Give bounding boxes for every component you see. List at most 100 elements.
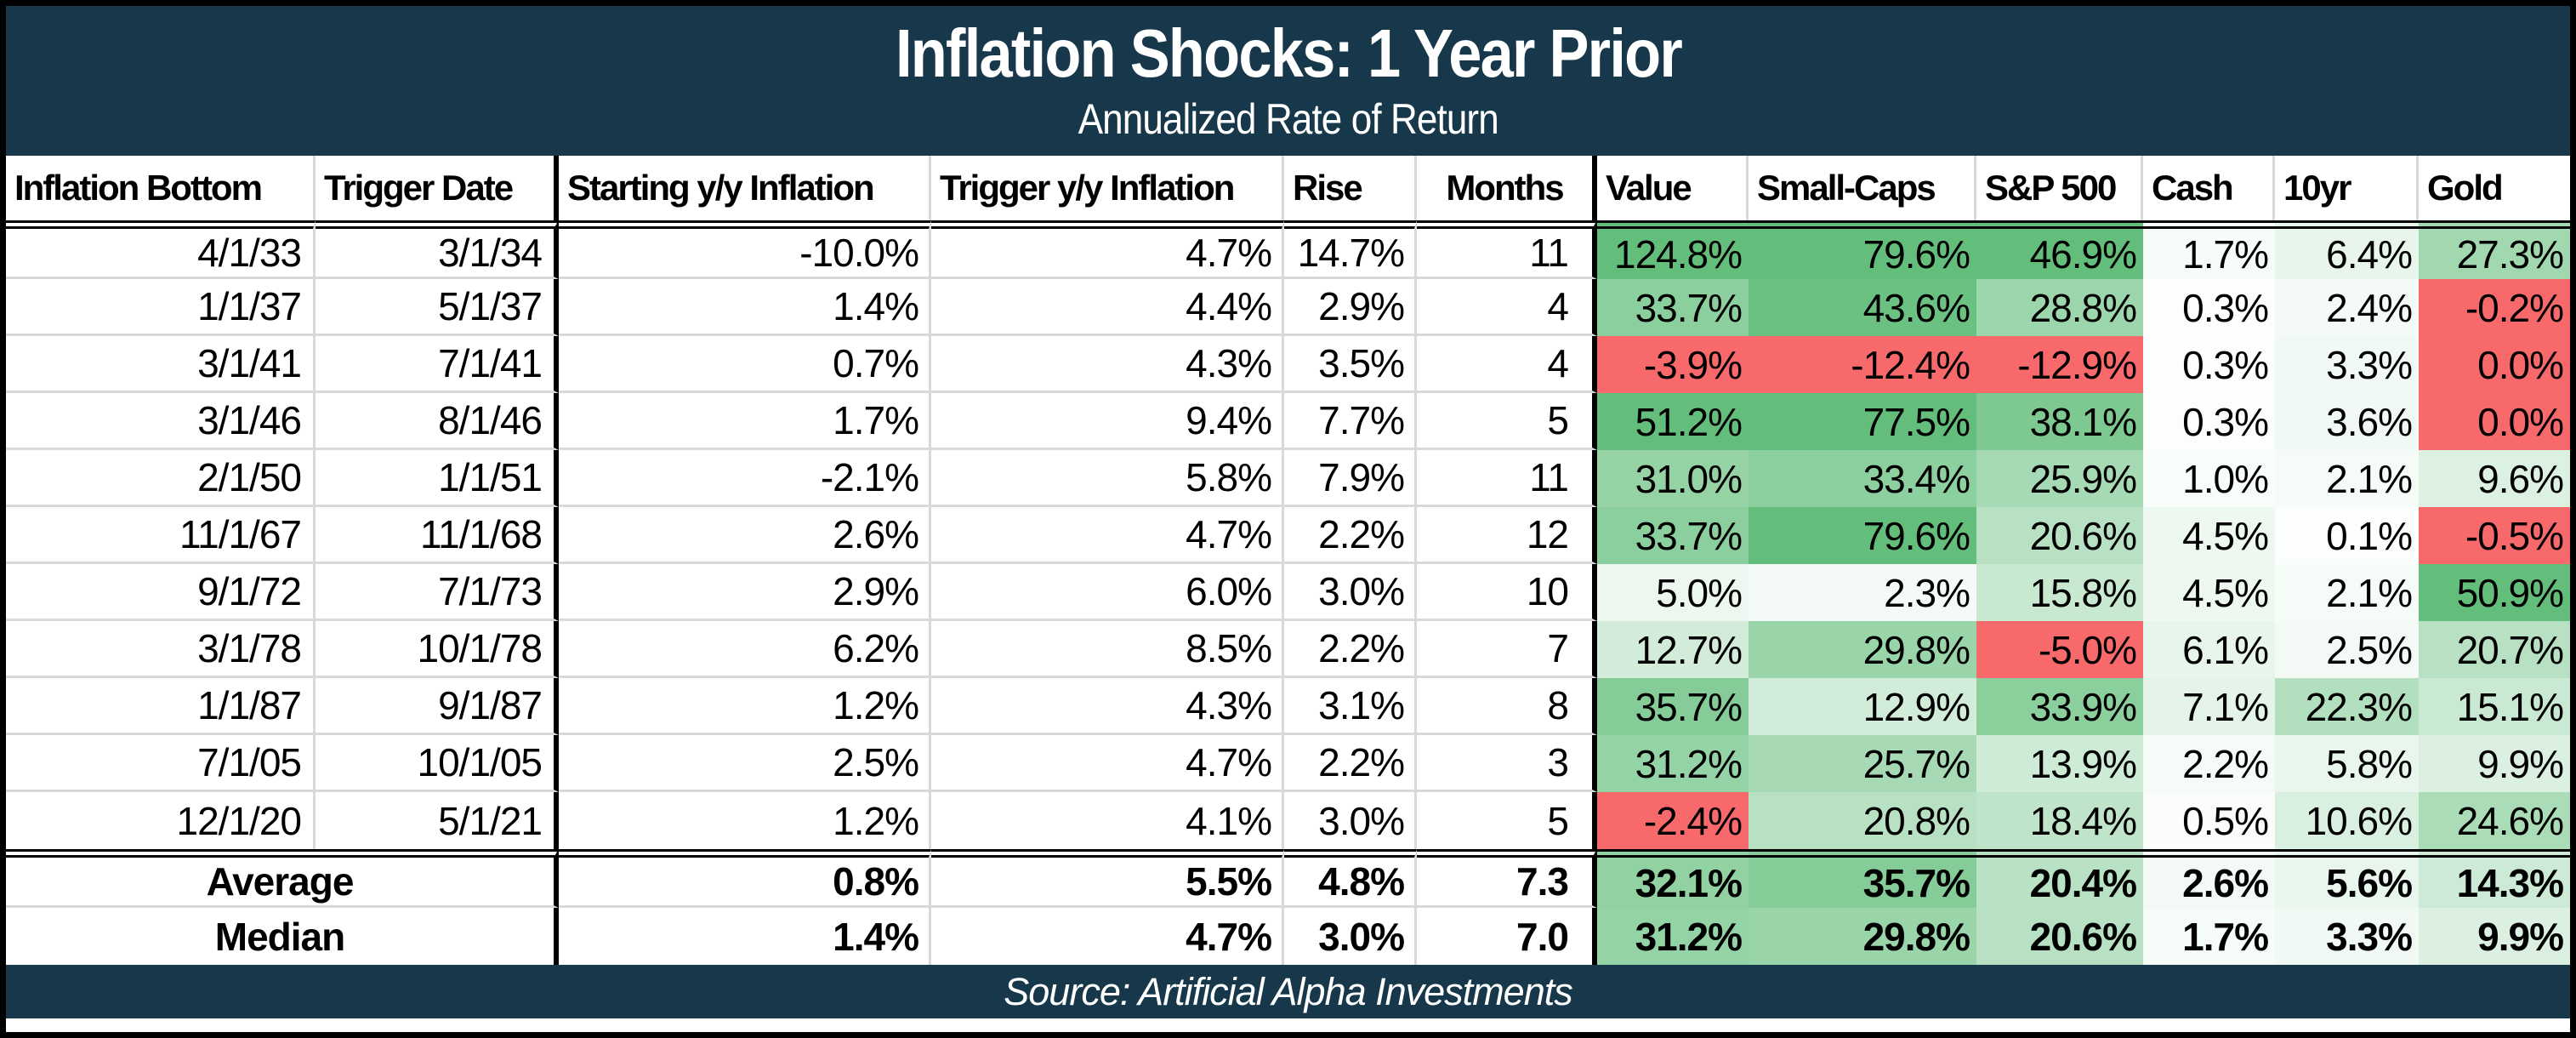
- page-subtitle: Annualized Rate of Return: [1078, 95, 1498, 143]
- return-cell-gold: 9.9%: [2419, 735, 2570, 792]
- cell-starting-y-y-inflation: 6.2%: [559, 621, 931, 678]
- cell-months: 11: [1417, 220, 1597, 279]
- cell-rise: 2.9%: [1284, 279, 1417, 336]
- summary-cell-rise: 4.8%: [1284, 849, 1417, 908]
- column-header-cash: Cash: [2143, 156, 2275, 220]
- cell-starting-y-y-inflation: 1.4%: [559, 279, 931, 336]
- cell-inflation-bottom: 7/1/05: [6, 735, 316, 792]
- cell-trigger-date: 9/1/87: [316, 678, 559, 735]
- cell-months: 5: [1417, 393, 1597, 450]
- return-cell-small-caps: 25.7%: [1749, 735, 1976, 792]
- return-cell-cash: 4.5%: [2143, 507, 2275, 564]
- cell-trigger-date: 10/1/78: [316, 621, 559, 678]
- cell-rise: 3.0%: [1284, 792, 1417, 849]
- return-cell-10yr: 5.8%: [2275, 735, 2419, 792]
- cell-trigger-y-y-inflation: 8.5%: [931, 621, 1284, 678]
- cell-trigger-y-y-inflation: 4.7%: [931, 220, 1284, 279]
- cell-trigger-date: 11/1/68: [316, 507, 559, 564]
- summary-label: Median: [6, 908, 559, 965]
- return-cell-gold: 27.3%: [2419, 220, 2570, 279]
- cell-starting-y-y-inflation: 1.2%: [559, 678, 931, 735]
- return-cell-small-caps: 2.3%: [1749, 564, 1976, 621]
- return-cell-value: 31.2%: [1597, 735, 1749, 792]
- summary-return-cell-cash: 2.6%: [2143, 849, 2275, 908]
- return-cell-gold: 0.0%: [2419, 336, 2570, 393]
- cell-starting-y-y-inflation: 2.6%: [559, 507, 931, 564]
- cell-trigger-date: 8/1/46: [316, 393, 559, 450]
- title-bar: Inflation Shocks: 1 Year Prior Annualize…: [6, 6, 2570, 156]
- return-cell-small-caps: 20.8%: [1749, 792, 1976, 849]
- column-header-trigger-y-y-inflation: Trigger y/y Inflation: [931, 156, 1284, 220]
- summary-return-cell-gold: 14.3%: [2419, 849, 2570, 908]
- return-cell-value: 33.7%: [1597, 279, 1749, 336]
- return-cell-cash: 4.5%: [2143, 564, 2275, 621]
- column-header-10yr: 10yr: [2275, 156, 2419, 220]
- table-row: 3/1/78 10/1/78 6.2% 8.5% 2.2% 7 12.7% 29.8% -5.0…: [6, 621, 2570, 678]
- return-cell-s-p-500: 18.4%: [1976, 792, 2143, 849]
- cell-months: 10: [1417, 564, 1597, 621]
- return-cell-value: 51.2%: [1597, 393, 1749, 450]
- cell-trigger-date: 7/1/73: [316, 564, 559, 621]
- return-cell-gold: 0.0%: [2419, 393, 2570, 450]
- cell-rise: 7.7%: [1284, 393, 1417, 450]
- cell-trigger-y-y-inflation: 4.7%: [931, 507, 1284, 564]
- table-row: 9/1/72 7/1/73 2.9% 6.0% 3.0% 10 5.0% 2.3% 15.8% 4…: [6, 564, 2570, 621]
- cell-months: 8: [1417, 678, 1597, 735]
- return-cell-gold: 9.6%: [2419, 450, 2570, 507]
- return-cell-s-p-500: 33.9%: [1976, 678, 2143, 735]
- summary-return-cell-gold: 9.9%: [2419, 908, 2570, 965]
- return-cell-10yr: 0.1%: [2275, 507, 2419, 564]
- cell-inflation-bottom: 3/1/46: [6, 393, 316, 450]
- cell-rise: 7.9%: [1284, 450, 1417, 507]
- return-cell-s-p-500: 28.8%: [1976, 279, 2143, 336]
- cell-starting-y-y-inflation: 1.2%: [559, 792, 931, 849]
- return-cell-10yr: 6.4%: [2275, 220, 2419, 279]
- summary-cell-rise: 3.0%: [1284, 908, 1417, 965]
- return-cell-s-p-500: -12.9%: [1976, 336, 2143, 393]
- summary-cell-starting-y-y-inflation: 0.8%: [559, 849, 931, 908]
- cell-inflation-bottom: 3/1/41: [6, 336, 316, 393]
- return-cell-s-p-500: 46.9%: [1976, 220, 2143, 279]
- table-row: 3/1/41 7/1/41 0.7% 4.3% 3.5% 4 -3.9% -12.4% -12.…: [6, 336, 2570, 393]
- return-cell-10yr: 10.6%: [2275, 792, 2419, 849]
- return-cell-cash: 1.7%: [2143, 220, 2275, 279]
- cell-trigger-y-y-inflation: 5.8%: [931, 450, 1284, 507]
- summary-return-cell-small-caps: 29.8%: [1749, 908, 1976, 965]
- returns-table: Inflation Bottom Trigger Date Starting y/y…: [6, 156, 2570, 965]
- return-cell-gold: 24.6%: [2419, 792, 2570, 849]
- cell-starting-y-y-inflation: 1.7%: [559, 393, 931, 450]
- summary-return-cell-value: 32.1%: [1597, 849, 1749, 908]
- return-cell-value: 35.7%: [1597, 678, 1749, 735]
- cell-trigger-y-y-inflation: 6.0%: [931, 564, 1284, 621]
- cell-inflation-bottom: 1/1/37: [6, 279, 316, 336]
- cell-months: 3: [1417, 735, 1597, 792]
- return-cell-gold: 15.1%: [2419, 678, 2570, 735]
- summary-row-median: Median 1.4% 4.7% 3.0% 7.0 31.2% 29.8% 20.6% 1.7%…: [6, 908, 2570, 965]
- table-row: 2/1/50 1/1/51 -2.1% 5.8% 7.9% 11 31.0% 33.4% 25.…: [6, 450, 2570, 507]
- cell-inflation-bottom: 1/1/87: [6, 678, 316, 735]
- cell-trigger-date: 5/1/21: [316, 792, 559, 849]
- return-cell-cash: 7.1%: [2143, 678, 2275, 735]
- cell-starting-y-y-inflation: 2.5%: [559, 735, 931, 792]
- summary-label: Average: [6, 849, 559, 908]
- return-cell-cash: 0.5%: [2143, 792, 2275, 849]
- return-cell-10yr: 2.5%: [2275, 621, 2419, 678]
- column-header-rise: Rise: [1284, 156, 1417, 220]
- return-cell-10yr: 2.1%: [2275, 450, 2419, 507]
- return-cell-s-p-500: 20.6%: [1976, 507, 2143, 564]
- cell-trigger-y-y-inflation: 4.4%: [931, 279, 1284, 336]
- cell-inflation-bottom: 2/1/50: [6, 450, 316, 507]
- return-cell-value: 33.7%: [1597, 507, 1749, 564]
- return-cell-small-caps: -12.4%: [1749, 336, 1976, 393]
- cell-trigger-y-y-inflation: 4.3%: [931, 336, 1284, 393]
- cell-months: 4: [1417, 336, 1597, 393]
- summary-cell-trigger-y-y-inflation: 5.5%: [931, 849, 1284, 908]
- cell-inflation-bottom: 3/1/78: [6, 621, 316, 678]
- return-cell-gold: -0.2%: [2419, 279, 2570, 336]
- return-cell-small-caps: 43.6%: [1749, 279, 1976, 336]
- return-cell-cash: 0.3%: [2143, 393, 2275, 450]
- cell-months: 7: [1417, 621, 1597, 678]
- cell-starting-y-y-inflation: -10.0%: [559, 220, 931, 279]
- cell-trigger-date: 10/1/05: [316, 735, 559, 792]
- column-header-months: Months: [1417, 156, 1597, 220]
